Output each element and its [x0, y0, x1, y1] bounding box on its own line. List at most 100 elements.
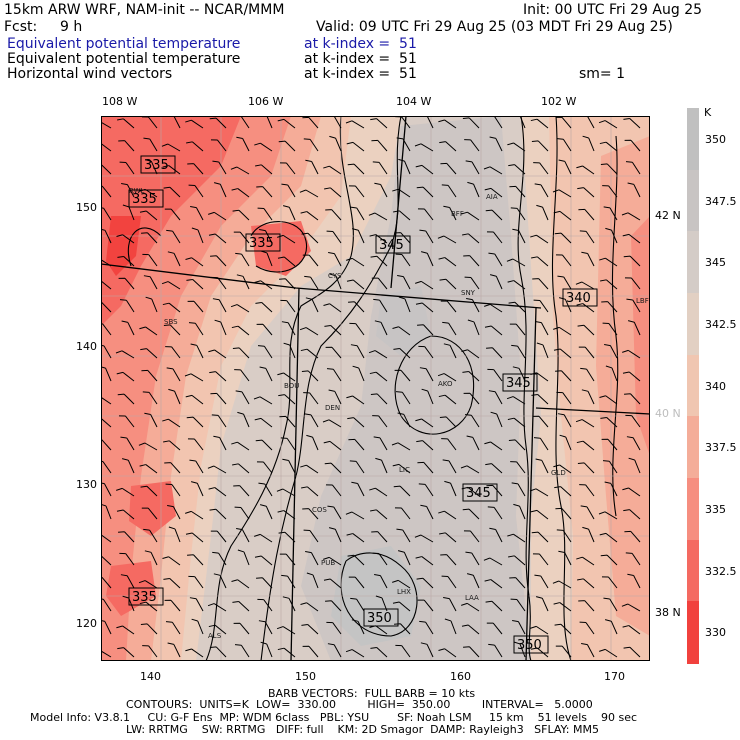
- wind-barb: [278, 140, 296, 152]
- wind-barb: [349, 322, 365, 336]
- wind-barb: [440, 300, 457, 313]
- wind-barb: [186, 416, 204, 428]
- station-label: GLD: [551, 469, 566, 477]
- wind-barb: [508, 555, 526, 566]
- wind-barb: [417, 461, 434, 474]
- wind-barb: [144, 412, 158, 428]
- wind-barb: [438, 394, 457, 405]
- wind-barb: [575, 281, 595, 290]
- wind-barb: [280, 299, 296, 313]
- wind-barb: [374, 182, 388, 198]
- svg-text:345: 345: [506, 376, 531, 391]
- wind-barb: [305, 297, 319, 313]
- wind-barb: [438, 257, 457, 267]
- wind-barb: [144, 550, 158, 566]
- wind-barb: [582, 526, 595, 543]
- wind-barb: [534, 574, 549, 589]
- wind-barb: [605, 227, 618, 244]
- wind-barb: [101, 365, 112, 382]
- wind-barb: [328, 527, 342, 543]
- wind-barb: [279, 415, 296, 428]
- wind-barb: [162, 302, 181, 313]
- wind-barb: [306, 572, 319, 589]
- wind-barb: [121, 182, 135, 198]
- wind-barb: [300, 348, 319, 359]
- wind-barb: [510, 461, 526, 474]
- wind-barb: [463, 255, 480, 267]
- wind-barb: [101, 120, 112, 129]
- wind-barb: [489, 274, 503, 290]
- wind-barb: [139, 464, 158, 474]
- wind-barb: [234, 644, 250, 658]
- wind-barb: [347, 417, 365, 428]
- wind-barb: [346, 141, 365, 152]
- contour-label: 335: [128, 189, 164, 208]
- top-lon-label: 108 W: [102, 95, 138, 108]
- wind-barb: [622, 349, 641, 359]
- wind-barb: [461, 602, 480, 612]
- colorbar-cell: [687, 478, 699, 541]
- contour-label: 335: [140, 155, 176, 174]
- wind-barb: [168, 388, 181, 405]
- wind-barb: [301, 370, 319, 382]
- wind-barb: [120, 574, 135, 589]
- forecast-label: Fcst:: [4, 19, 38, 35]
- wind-barb: [392, 188, 411, 198]
- wind-barb: [416, 186, 434, 198]
- wind-barb: [484, 325, 503, 336]
- wind-barb: [101, 163, 112, 175]
- wind-barb: [301, 232, 319, 244]
- wind-barb: [277, 372, 296, 382]
- wind-barb: [601, 576, 618, 589]
- colorbar-label: 340: [705, 379, 726, 393]
- station-label: PUB: [321, 559, 335, 567]
- wind-barb: [576, 303, 595, 313]
- station-label: LHX: [397, 588, 411, 596]
- wind-barb: [512, 366, 526, 382]
- wind-barb: [488, 643, 503, 658]
- wind-barb: [372, 415, 388, 428]
- wind-barb: [575, 419, 595, 428]
- wind-barb: [553, 464, 572, 474]
- wind-barb: [116, 625, 135, 635]
- wind-barb: [628, 457, 641, 474]
- wind-barb: [188, 322, 204, 336]
- wind-barb: [552, 580, 572, 589]
- wind-barb: [142, 391, 158, 405]
- wind-barb: [395, 644, 411, 658]
- wind-barb: [371, 277, 388, 290]
- wind-barb: [233, 622, 250, 635]
- station-label: ALS: [208, 632, 222, 640]
- wind-barb: [439, 278, 457, 290]
- wind-barb: [488, 390, 503, 405]
- wind-barb: [529, 488, 549, 497]
- wind-barb: [577, 462, 595, 474]
- wind-barb: [530, 234, 549, 244]
- wind-barb: [623, 646, 641, 658]
- wind-barb: [191, 227, 204, 244]
- wind-barb: [420, 116, 434, 129]
- wind-barb: [144, 159, 158, 175]
- wind-barb: [465, 160, 480, 175]
- wind-barb: [485, 600, 503, 612]
- wind-barb: [443, 205, 457, 221]
- wind-barb: [437, 373, 457, 382]
- wind-barb: [326, 621, 342, 635]
- wind-barb: [212, 160, 227, 175]
- wind-barb: [467, 181, 480, 198]
- station-label: LBF: [636, 297, 649, 305]
- wind-barb: [512, 228, 526, 244]
- wind-barb: [348, 438, 365, 451]
- wind-barb: [461, 624, 480, 635]
- wind-barb: [166, 367, 181, 382]
- wind-barb: [164, 462, 181, 474]
- wind-barb: [576, 556, 595, 566]
- wind-barb: [623, 117, 641, 129]
- wind-barb: [535, 596, 549, 612]
- wind-barb: [184, 373, 204, 382]
- wind-barb: [369, 371, 388, 382]
- wind-barb: [234, 506, 250, 520]
- wind-barb: [484, 441, 503, 451]
- wind-barb: [211, 276, 227, 290]
- wind-barb: [101, 301, 112, 313]
